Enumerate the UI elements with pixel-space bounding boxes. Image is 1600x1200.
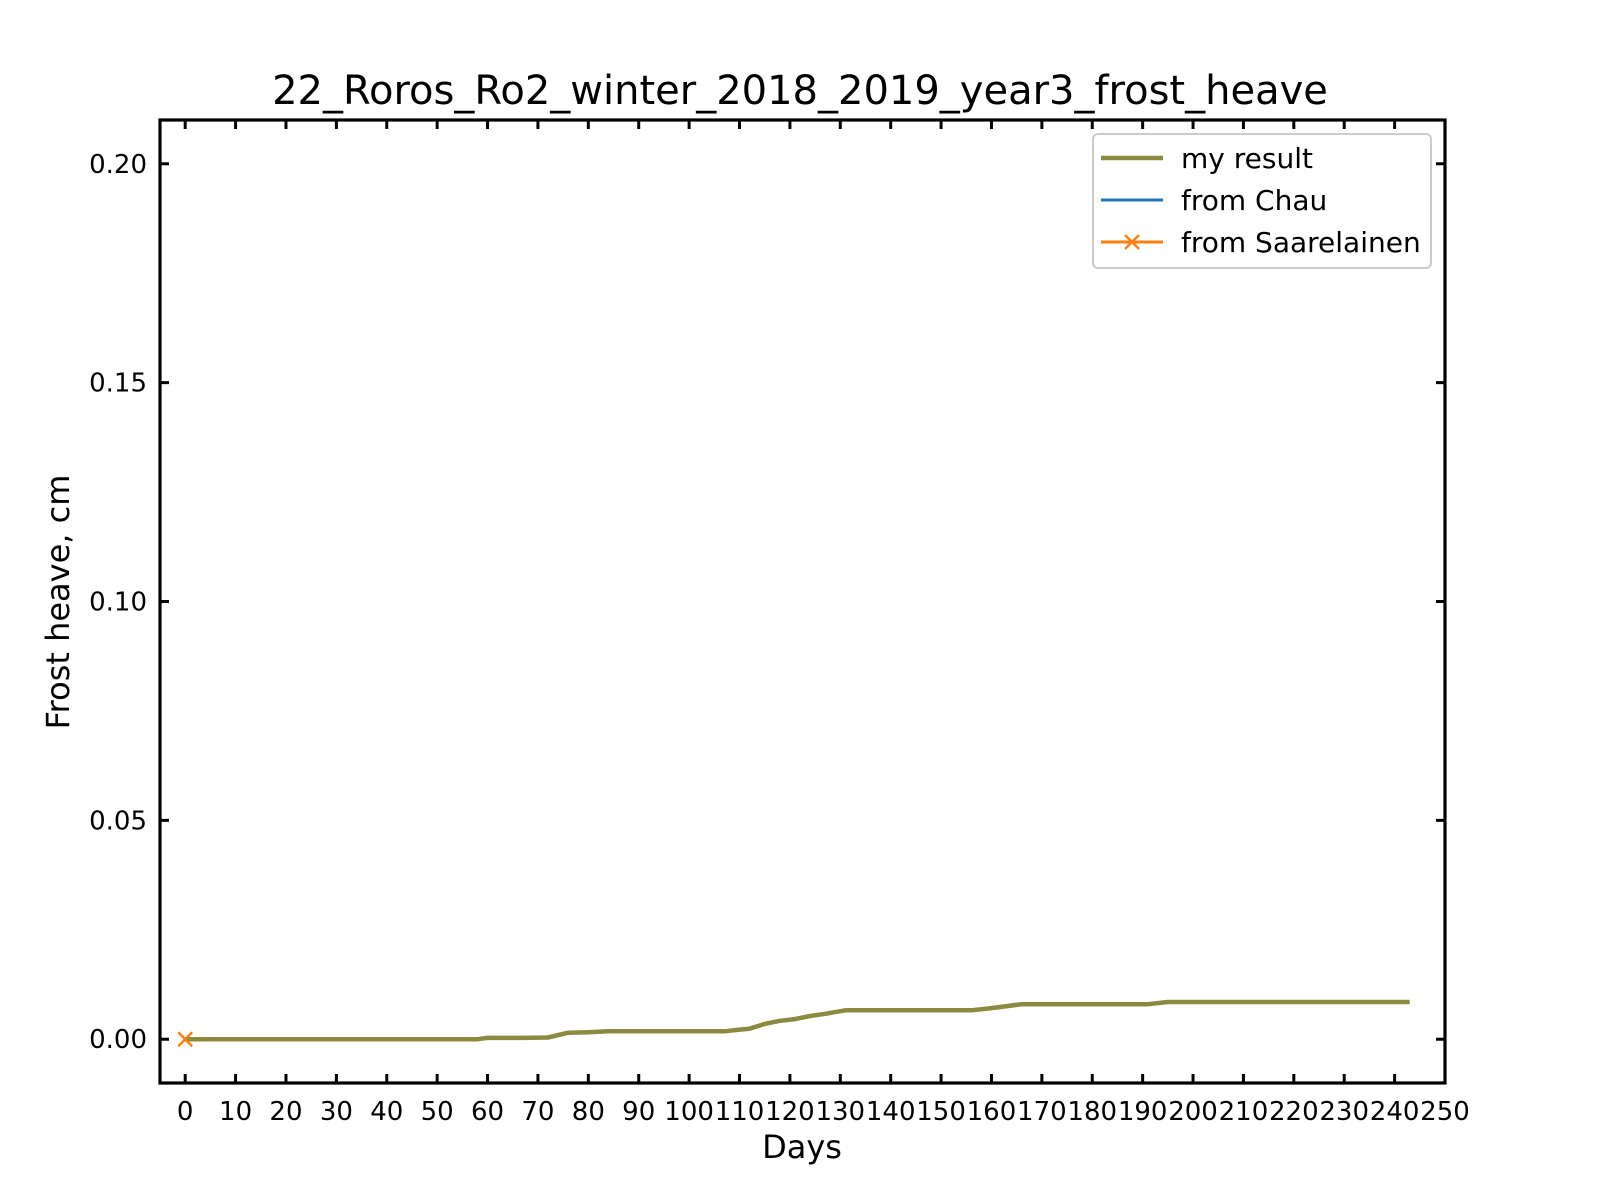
series-line bbox=[185, 999, 1410, 1042]
x-tick-label: 40 bbox=[370, 1097, 403, 1127]
x-tick-label: 130 bbox=[815, 1097, 865, 1127]
x-tick-label: 200 bbox=[1168, 1097, 1218, 1127]
x-tick-label: 190 bbox=[1118, 1097, 1168, 1127]
x-tick-label: 90 bbox=[622, 1097, 655, 1127]
x-tick-label: 10 bbox=[219, 1097, 252, 1127]
x-tick-label: 220 bbox=[1269, 1097, 1319, 1127]
x-tick-label: 120 bbox=[765, 1097, 815, 1127]
x-tick-label: 100 bbox=[664, 1097, 714, 1127]
x-tick-label: 80 bbox=[572, 1097, 605, 1127]
x-tick-label: 210 bbox=[1219, 1097, 1269, 1127]
x-tick-label: 180 bbox=[1067, 1097, 1117, 1127]
x-tick-label: 110 bbox=[715, 1097, 765, 1127]
x-tick-label: 60 bbox=[471, 1097, 504, 1127]
y-axis: 0.00 0.05 0.10 0.15 0.20 bbox=[89, 150, 1445, 1055]
legend: my result from Chau from Saarelainen bbox=[1092, 133, 1432, 269]
x-tick-label: 20 bbox=[269, 1097, 302, 1127]
plot-frame bbox=[158, 118, 1447, 1085]
y-tick-label: 0.15 bbox=[89, 369, 147, 399]
x-tick-label: 30 bbox=[320, 1097, 353, 1127]
y-tick-label: 0.10 bbox=[89, 588, 147, 618]
x-tick-label: 240 bbox=[1370, 1097, 1420, 1127]
x-tick-label: 250 bbox=[1420, 1097, 1470, 1127]
y-tick-label: 0.20 bbox=[89, 150, 147, 180]
plot-area bbox=[177, 999, 1410, 1048]
x-tick-label: 150 bbox=[916, 1097, 966, 1127]
legend-label: from Saarelainen bbox=[1181, 226, 1421, 259]
chart-title: 22_Roros_Ro2_winter_2018_2019_year3_fros… bbox=[272, 68, 1328, 114]
x-tick-label: 70 bbox=[521, 1097, 554, 1127]
x-axis: 0 10 20 30 40 50 60 70 80 90 100 110 120 130 140 150 160… bbox=[177, 120, 1470, 1127]
y-tick-label: 0.05 bbox=[89, 806, 147, 836]
x-axis-label: Days bbox=[762, 1128, 842, 1166]
x-tick-label: 160 bbox=[967, 1097, 1017, 1127]
y-tick-label: 0.00 bbox=[89, 1025, 147, 1055]
legend-label: my result bbox=[1181, 142, 1313, 175]
legend-box bbox=[1092, 133, 1432, 269]
legend-label: from Chau bbox=[1181, 184, 1327, 217]
data-point-x-marker bbox=[177, 1031, 194, 1048]
x-tick-label: 50 bbox=[421, 1097, 454, 1127]
x-tick-label: 230 bbox=[1319, 1097, 1369, 1127]
x-tick-label: 140 bbox=[866, 1097, 916, 1127]
y-axis-label: Frost heave, cm bbox=[39, 475, 77, 730]
legend-marker bbox=[1124, 234, 1140, 250]
x-tick-label: 170 bbox=[1017, 1097, 1067, 1127]
x-tick-label: 0 bbox=[177, 1097, 194, 1127]
